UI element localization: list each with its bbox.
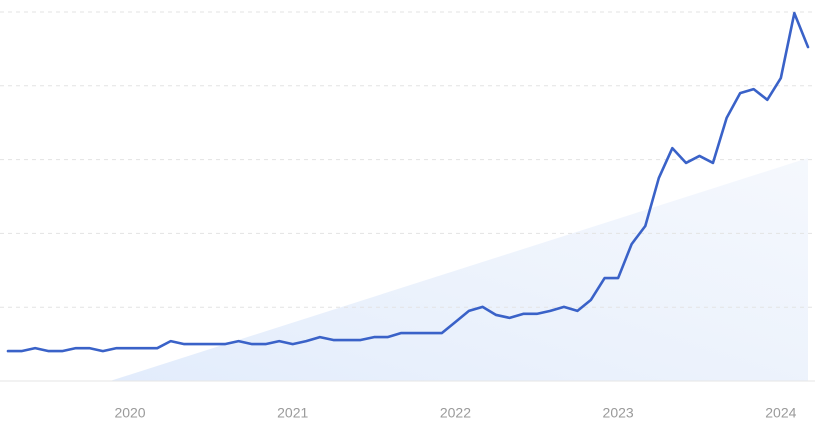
grid: 2020 2021 2022 2023 2024	[0, 11, 815, 421]
x-tick-label: 2020	[114, 405, 145, 421]
x-tick-label: 2023	[603, 405, 634, 421]
plot	[6, 11, 810, 353]
x-tick-label: 2024	[765, 405, 796, 421]
x-tick-label: 2021	[277, 405, 308, 421]
background-wedge	[110, 158, 808, 381]
line	[6, 11, 810, 353]
x-tick-label: 2022	[440, 405, 471, 421]
